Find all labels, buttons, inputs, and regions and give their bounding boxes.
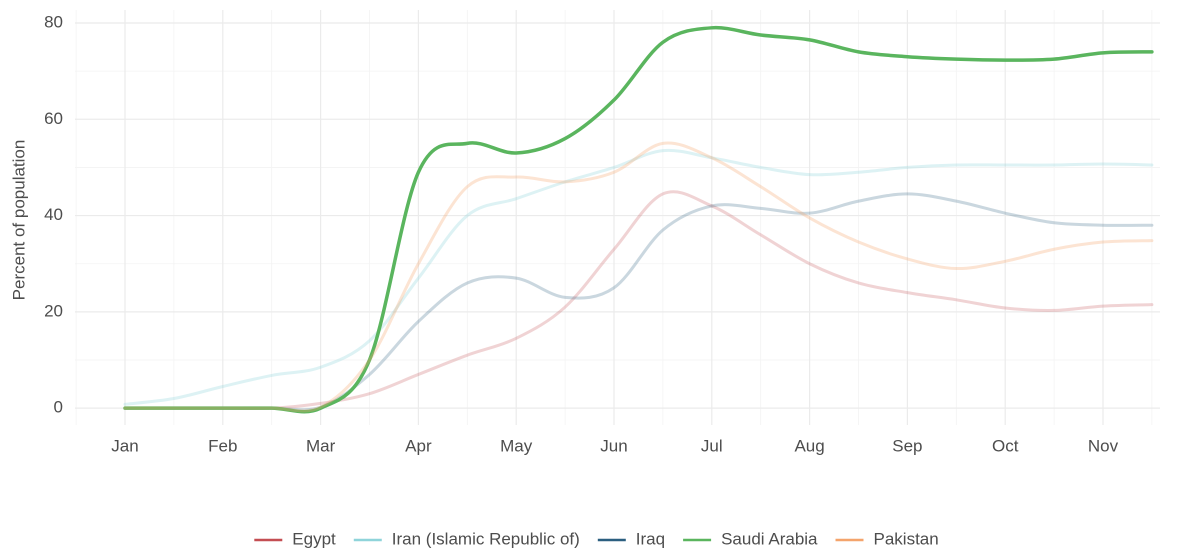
x-tick-label: Oct	[992, 436, 1019, 455]
series-line	[123, 190, 1154, 411]
legend-label: Saudi Arabia	[721, 529, 818, 548]
series-line	[123, 192, 1154, 412]
legend-label: Iran (Islamic Republic of)	[392, 529, 580, 548]
y-tick-label: 80	[44, 12, 63, 31]
x-tick-label: Jun	[600, 436, 627, 455]
x-tick-label: Jan	[111, 436, 138, 455]
legend-label: Iraq	[636, 529, 665, 548]
y-tick-label: 40	[44, 205, 63, 224]
x-tick-label: Feb	[208, 436, 237, 455]
legend: Egypt Iran (Islamic Republic of) Iraq Saudi…	[254, 529, 939, 548]
y-tick-label: 20	[44, 301, 63, 320]
y-tick-label: 60	[44, 109, 63, 128]
x-tick-label: Mar	[306, 436, 336, 455]
x-tick-label: Apr	[405, 436, 432, 455]
x-tick-label: Jul	[701, 436, 723, 455]
x-tick-label: May	[500, 436, 533, 455]
x-tick-label: Nov	[1088, 436, 1119, 455]
series-line	[123, 141, 1154, 413]
series-line	[123, 148, 1154, 406]
series-line	[123, 25, 1154, 414]
x-tick-label: Sep	[892, 436, 922, 455]
x-tick-label: Aug	[794, 436, 824, 455]
y-axis-label: Percent of population	[9, 140, 28, 301]
legend-label: Egypt	[292, 529, 336, 548]
y-tick-label: 0	[54, 398, 63, 417]
legend-label: Pakistan	[874, 529, 939, 548]
